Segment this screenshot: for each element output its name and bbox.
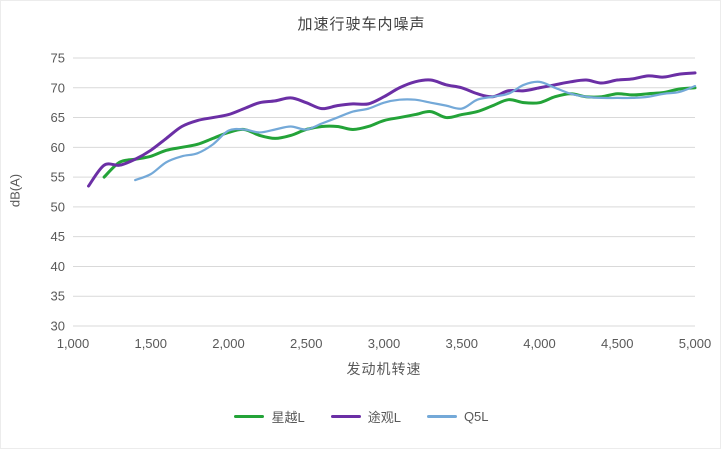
- legend-line-swatch-icon: [330, 414, 361, 419]
- chart-title: 加速行驶车内噪声: [297, 16, 426, 33]
- legend-line-swatch-icon: [234, 414, 265, 419]
- legend-item-xingyue: 星越L: [234, 407, 305, 426]
- chart-plot-area: 30 35 40 45 50 55 60 65 70 75 1,000 1,500 2,000 2,500…: [51, 51, 712, 352]
- series-line-2: [134, 80, 697, 182]
- x-tick-label: 4,500: [601, 336, 634, 351]
- y-tick-label: 70: [51, 80, 65, 95]
- x-tick-label: 5,000: [679, 336, 712, 351]
- legend-item-q5l: Q5L: [426, 409, 489, 424]
- x-axis-label: 发动机转速: [346, 361, 422, 377]
- series-line-1: [87, 71, 697, 188]
- y-tick-label: 45: [51, 229, 65, 244]
- x-tick-label: 1,000: [57, 336, 90, 351]
- legend-label: 途观L: [367, 410, 401, 425]
- legend-label: Q5L: [463, 409, 489, 424]
- y-tick-label: 50: [51, 199, 65, 214]
- x-tick-label: 1,500: [134, 336, 167, 351]
- y-tick-label: 55: [51, 170, 65, 185]
- y-tick-label: 60: [51, 140, 65, 155]
- legend-label: 星越L: [271, 410, 305, 425]
- y-tick-label: 30: [51, 319, 65, 334]
- y-tick-label: 40: [51, 259, 65, 274]
- chart-legend: 星越L 途观L Q5L: [1, 407, 720, 426]
- x-tick-label: 2,000: [212, 336, 245, 351]
- y-tick-label: 75: [51, 51, 65, 66]
- y-tick-label: 65: [51, 110, 65, 125]
- legend-item-tiguan: 途观L: [330, 407, 401, 426]
- x-tick-label: 2,500: [290, 336, 323, 351]
- x-tick-label: 3,000: [368, 336, 401, 351]
- x-tick-label: 3,500: [445, 336, 478, 351]
- series-line-0: [102, 86, 697, 179]
- x-tick-label: 4,000: [523, 336, 556, 351]
- legend-line-swatch-icon: [426, 415, 457, 418]
- y-tick-label: 35: [51, 289, 65, 304]
